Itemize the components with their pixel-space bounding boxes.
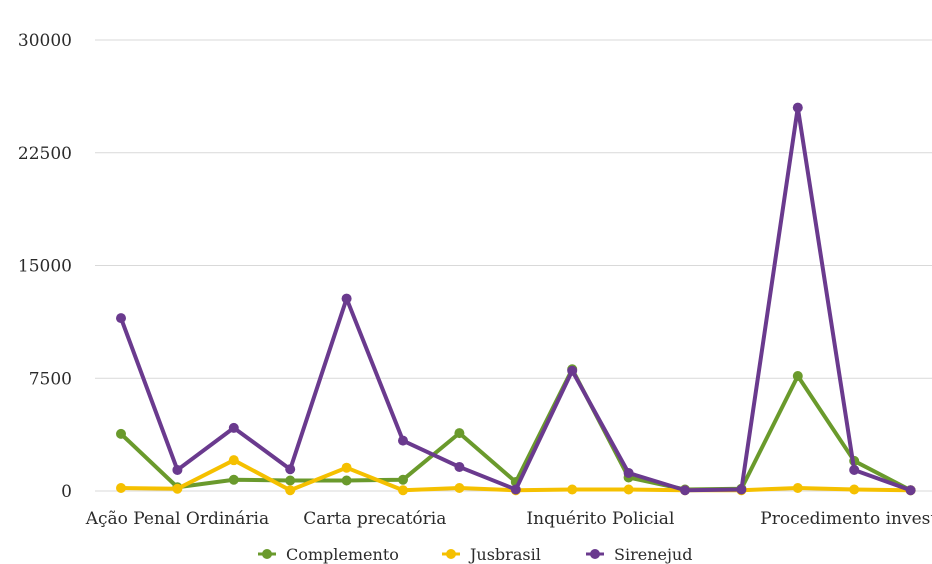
- data-point: [285, 485, 296, 496]
- data-point: [454, 482, 465, 493]
- data-point: [849, 464, 860, 475]
- data-point: [680, 485, 690, 496]
- series-line: [119, 105, 912, 493]
- data-point: [172, 483, 183, 494]
- legend-marker: [590, 549, 600, 559]
- x-category-label: Inquérito Policial: [526, 509, 674, 529]
- data-point: [849, 484, 860, 495]
- data-point: [228, 474, 239, 485]
- y-tick-label: 7500: [29, 369, 72, 389]
- data-point: [736, 484, 747, 495]
- x-category-label: Ação Penal Ordinária: [85, 509, 269, 529]
- data-point: [116, 313, 126, 324]
- data-point: [228, 422, 239, 433]
- data-point: [623, 467, 634, 478]
- data-point: [172, 464, 183, 475]
- data-point: [341, 293, 352, 304]
- data-point: [398, 435, 408, 446]
- legend: Complemento Jusbrasil Sirenejud: [258, 545, 692, 564]
- legend-marker: [262, 549, 272, 559]
- data-point: [285, 464, 296, 475]
- data-point: [116, 428, 126, 439]
- y-tick-label: 0: [61, 482, 72, 502]
- y-tick-label: 30000: [18, 31, 72, 51]
- data-point: [792, 102, 803, 113]
- data-point: [792, 370, 803, 381]
- data-point: [510, 484, 521, 495]
- data-point: [454, 461, 465, 472]
- x-category-label: Procedimento investigatório: [760, 509, 932, 529]
- data-point: [285, 475, 296, 486]
- data-point: [454, 428, 465, 439]
- y-tick-label: 15000: [18, 257, 72, 277]
- series-lines: [116, 102, 916, 496]
- data-point: [623, 484, 634, 495]
- data-point: [116, 482, 126, 493]
- legend-marker: [446, 549, 456, 559]
- data-point: [398, 485, 408, 496]
- legend-label: Jusbrasil: [468, 545, 541, 564]
- legend-label: Complemento: [286, 545, 399, 564]
- data-point: [398, 474, 408, 485]
- data-point: [792, 482, 803, 493]
- data-point: [228, 455, 239, 466]
- data-point: [905, 485, 916, 496]
- gridlines: [95, 39, 932, 492]
- x-category-label: Carta precatória: [303, 509, 446, 529]
- data-point: [341, 475, 352, 486]
- legend-label: Sirenejud: [614, 545, 692, 564]
- x-axis-category-labels: Ação Penal Ordinária Carta precatória Inqu…: [85, 509, 932, 529]
- y-axis-ticks: 0 7500 15000 22500 30000: [18, 31, 72, 502]
- data-point: [567, 484, 578, 495]
- data-point: [341, 462, 352, 473]
- y-tick-label: 22500: [18, 144, 72, 164]
- data-point: [567, 365, 578, 376]
